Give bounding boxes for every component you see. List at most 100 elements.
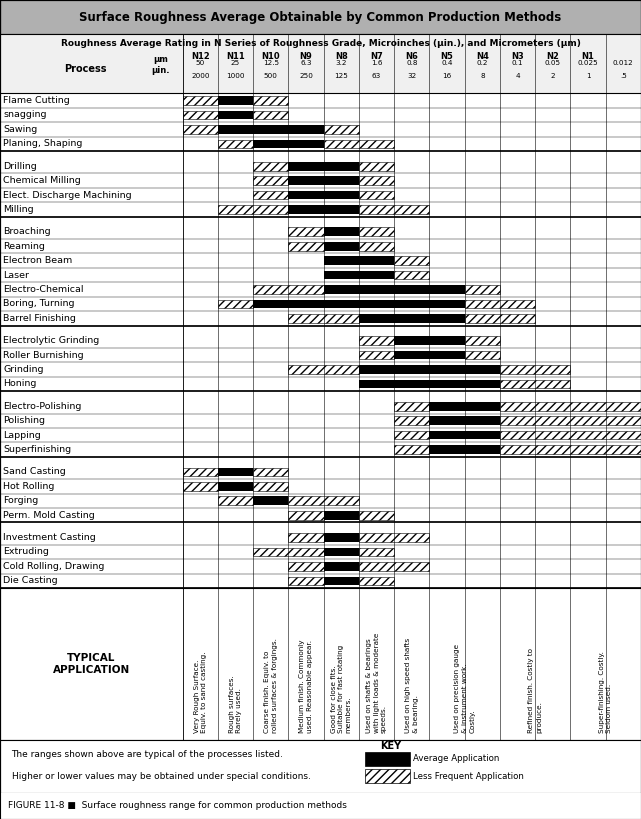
Text: Used on precision gauge
& instrument work.
Costly.: Used on precision gauge & instrument wor… [454, 644, 475, 733]
Bar [324, 511, 359, 519]
Bar [359, 511, 394, 519]
Bar [0, 202, 641, 217]
Bar [465, 285, 500, 294]
Bar [429, 416, 500, 425]
Text: N6: N6 [405, 52, 419, 61]
Bar [218, 125, 324, 133]
Text: N2: N2 [546, 52, 560, 61]
Text: Reaming: Reaming [3, 242, 45, 251]
Text: Roughness Average Rating in N Series of Roughness Grade, Microinches (μin.), and: Roughness Average Rating in N Series of … [60, 38, 581, 48]
Bar [0, 559, 641, 573]
Text: 250: 250 [299, 73, 313, 79]
Text: Extruding: Extruding [3, 547, 49, 556]
Bar [183, 468, 218, 477]
Bar [0, 508, 641, 523]
Bar [324, 577, 359, 585]
Bar [183, 111, 218, 120]
Text: 0.1: 0.1 [512, 60, 523, 66]
Text: Good for close fits.
Suitable for fast rotating
members.: Good for close fits. Suitable for fast r… [331, 645, 352, 733]
Bar [365, 768, 410, 783]
Text: 2000: 2000 [191, 73, 210, 79]
Bar [394, 446, 429, 454]
Bar [0, 545, 641, 559]
Bar [288, 496, 359, 505]
Text: N12: N12 [191, 52, 210, 61]
Bar [0, 296, 641, 311]
Text: N9: N9 [300, 52, 312, 61]
Text: Less Frequent Application: Less Frequent Application [413, 771, 524, 781]
Bar [0, 479, 641, 494]
Text: Drilling: Drilling [3, 161, 37, 170]
Bar [288, 314, 359, 323]
Bar [394, 416, 429, 425]
Text: Coarse finish. Equiv. to
rolled surfaces & forgings.: Coarse finish. Equiv. to rolled surfaces… [264, 638, 278, 733]
Bar [253, 176, 288, 185]
Bar [183, 482, 218, 491]
Text: 125: 125 [335, 73, 348, 79]
Bar [429, 446, 500, 454]
Bar [394, 337, 465, 345]
Text: The ranges shown above are typical of the processes listed.: The ranges shown above are typical of th… [12, 750, 283, 759]
Text: Milling: Milling [3, 205, 34, 214]
Bar [253, 496, 288, 505]
Text: N8: N8 [335, 52, 347, 61]
Bar [0, 122, 641, 137]
Text: FIGURE 11-8 ■  Surface roughness range for common production methods: FIGURE 11-8 ■ Surface roughness range fo… [8, 802, 347, 810]
Bar [288, 533, 324, 542]
Bar [288, 176, 359, 185]
Text: Die Casting: Die Casting [3, 577, 58, 586]
Text: Elect. Discharge Machining: Elect. Discharge Machining [3, 191, 132, 200]
Text: 500: 500 [264, 73, 278, 79]
Bar [359, 548, 394, 556]
Bar [359, 533, 429, 542]
Bar [359, 577, 394, 585]
Bar [500, 416, 641, 425]
Text: Boring, Turning: Boring, Turning [3, 300, 75, 309]
Bar [253, 97, 288, 105]
Bar [253, 548, 324, 556]
Bar [324, 139, 394, 148]
Bar [0, 311, 641, 326]
Bar [288, 562, 324, 571]
Bar [218, 97, 253, 105]
Text: Planing, Shaping: Planing, Shaping [3, 139, 83, 148]
Text: 0.8: 0.8 [406, 60, 417, 66]
Text: .5: .5 [620, 73, 627, 79]
Text: Chemical Milling: Chemical Milling [3, 176, 81, 185]
Text: Electrolytic Grinding: Electrolytic Grinding [3, 337, 99, 345]
Text: Honing: Honing [3, 379, 37, 388]
Bar [324, 242, 359, 251]
Text: μin.: μin. [151, 66, 170, 75]
Bar [253, 300, 465, 308]
Bar [218, 468, 253, 477]
Bar [0, 108, 641, 122]
Bar [500, 431, 641, 440]
Text: Average Application: Average Application [413, 754, 500, 763]
Bar [359, 314, 465, 323]
Text: N10: N10 [262, 52, 280, 61]
Bar [465, 351, 500, 360]
Text: Laser: Laser [3, 270, 29, 279]
Text: Electron Beam: Electron Beam [3, 256, 72, 265]
Text: 0.025: 0.025 [578, 60, 599, 66]
Bar [0, 253, 641, 268]
Text: Process: Process [65, 64, 107, 74]
Text: 50: 50 [196, 60, 205, 66]
Bar [359, 228, 394, 236]
Bar [500, 402, 641, 410]
Text: 12.5: 12.5 [263, 60, 279, 66]
Bar [0, 573, 641, 588]
Bar [253, 285, 324, 294]
Bar [218, 111, 253, 120]
Bar [0, 348, 641, 362]
Text: 6.3: 6.3 [301, 60, 312, 66]
Bar [324, 256, 394, 265]
Bar [359, 365, 500, 374]
Text: Very Rough Surface.
Equiv. to sand casting.: Very Rough Surface. Equiv. to sand casti… [194, 651, 207, 733]
Bar [288, 577, 324, 585]
Text: Surface Roughness Average Obtainable by Common Production Methods: Surface Roughness Average Obtainable by … [79, 11, 562, 24]
Bar [0, 268, 641, 283]
Text: Polishing: Polishing [3, 416, 46, 425]
Text: 32: 32 [407, 73, 417, 79]
Bar [288, 365, 359, 374]
